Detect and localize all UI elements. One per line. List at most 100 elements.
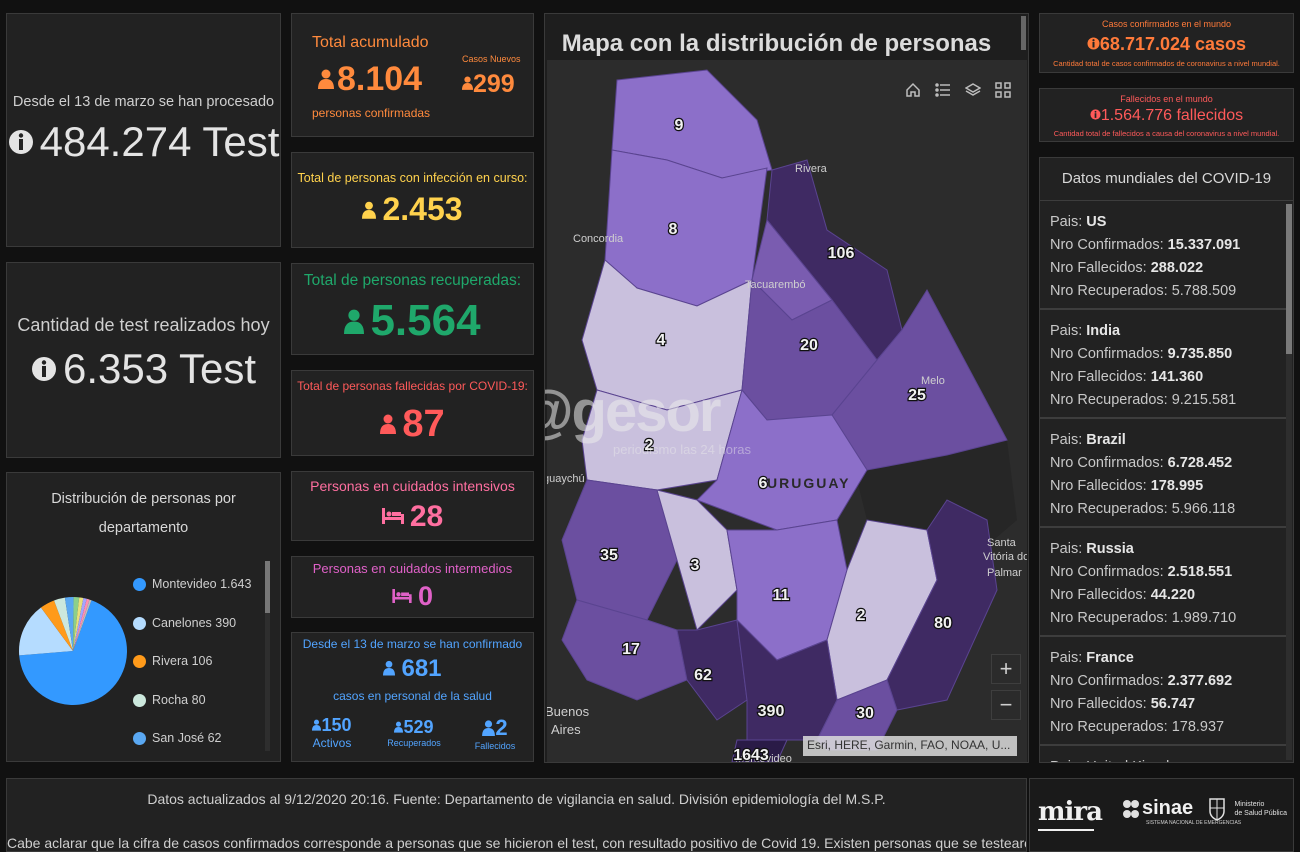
logo-msp-line2: de Salud Pública	[1234, 810, 1287, 817]
logo-sinae-text: sinae	[1142, 797, 1194, 819]
info-icon	[8, 129, 34, 155]
health-staff-title: Desde el 13 de marzo se han confirmado	[302, 637, 523, 651]
legend-item[interactable]: Montevideo 1.643	[133, 577, 252, 592]
world-country-list[interactable]: Pais: US Nro Confirmados: 15.337.091 Nro F…	[1040, 202, 1286, 762]
value-rocha: 80	[934, 615, 952, 632]
country-entry[interactable]: Pais: France Nro Confirmados: 2.377.692 Nr…	[1040, 638, 1286, 746]
country-name: Brazil	[1086, 432, 1126, 448]
pie-slice[interactable]	[73, 597, 80, 651]
person-icon	[312, 719, 322, 731]
country-entry[interactable]: Pais: India Nro Confirmados: 9.735.850 Nro…	[1040, 311, 1286, 419]
country-confirmed-row: Nro Confirmados: 9.735.850	[1050, 346, 1233, 362]
legend-value: 1.643	[220, 577, 252, 591]
pie-slice[interactable]	[73, 597, 84, 651]
accumulated-card: Total acumulado 8.104 personas confirmad…	[291, 13, 534, 137]
country-name: France	[1086, 650, 1134, 666]
city-santa-line3: Palmar	[987, 567, 1022, 579]
recovered-number: 5.564	[370, 296, 481, 345]
basemap-gallery-button[interactable]	[989, 76, 1017, 104]
pie-slice[interactable]	[19, 600, 127, 705]
new-cases-label: Casos Nuevos	[462, 54, 521, 64]
value-lavalleja: 2	[857, 607, 866, 624]
accumulated-number: 8.104	[337, 60, 423, 98]
city-melo: Melo	[921, 375, 945, 387]
legend-scrollbar[interactable]	[265, 561, 270, 751]
info-icon	[1087, 37, 1100, 50]
layers-icon	[965, 82, 981, 98]
legend-item[interactable]: Canelones 390	[133, 616, 236, 630]
home-button[interactable]	[899, 76, 927, 104]
legend-item[interactable]: Rocha 80	[133, 693, 206, 707]
health-staff-active-number: 150	[321, 715, 352, 735]
pie-slice[interactable]	[40, 600, 73, 651]
pie-slice[interactable]	[64, 597, 74, 651]
country-entry[interactable]: Pais: Brazil Nro Confirmados: 6.728.452 Nr…	[1040, 420, 1286, 528]
new-cases-number: 299	[473, 70, 515, 98]
value-maldonado: 30	[856, 705, 874, 722]
active-number: 2.453	[382, 191, 463, 227]
zoom-out-button[interactable]: −	[991, 690, 1021, 720]
legend-label: Rocha	[152, 692, 189, 707]
footer-notes: Datos actualizados al 9/12/2020 20:16. F…	[6, 778, 1027, 852]
world-deceased-subtitle: Cantidad total de fallecidos a causa del…	[1053, 129, 1280, 138]
country-confirmed: 2.518.551	[1167, 564, 1233, 580]
legend-item[interactable]: Rivera 106	[133, 654, 212, 669]
legend-label: San José	[152, 731, 205, 745]
country-deceased: 141.360	[1150, 369, 1204, 385]
active-card: Total de personas con infección en curso…	[291, 152, 534, 248]
health-staff-subtitle: casos en personal de la salud	[333, 689, 492, 703]
intermediate-title: Personas en cuidados intermedios	[312, 561, 513, 576]
world-confirmed-value: 68.717.024 casos	[1040, 34, 1293, 55]
icu-card: Personas en cuidados intensivos 28	[291, 471, 534, 541]
world-confirmed-title: Casos confirmados en el mundo	[1101, 19, 1232, 29]
world-list-scrollbar[interactable]	[1286, 204, 1292, 760]
icu-title: Personas en cuidados intensivos	[310, 478, 515, 494]
pie-slice[interactable]	[19, 607, 73, 656]
distribution-title: Distribución de personas por departament…	[7, 485, 280, 543]
logo-sinae: sinae SISTEMA NACIONAL DE EMERGENCIAS	[1120, 797, 1241, 826]
value-soriano: 35	[600, 547, 618, 564]
country-recovered-row: Nro Recuperados: 5.966.118	[1050, 501, 1236, 517]
country-confirmed: 2.377.692	[1167, 673, 1233, 689]
city-tacuarembo: Tacuarembó	[745, 279, 806, 291]
legend-label: Canelones	[152, 615, 212, 630]
country-entry[interactable]: Pais: US Nro Confirmados: 15.337.091 Nro F…	[1040, 202, 1286, 310]
legend-button[interactable]	[929, 76, 957, 104]
world-data-divider	[1040, 200, 1293, 201]
value-salto: 8	[669, 221, 678, 238]
accumulated-value: 8.104	[318, 60, 422, 99]
country-label: URUGUAY	[767, 475, 851, 491]
map-canvas[interactable]: Rivera Concordia Tacuarembó Melo guaychú…	[545, 60, 1028, 762]
city-buenos-aires-line1: Buenos	[547, 704, 590, 719]
person-icon	[394, 721, 404, 733]
tests-today-value: 6.353 Test	[7, 345, 280, 393]
value-paysandu: 4	[657, 332, 666, 349]
person-icon	[482, 720, 496, 736]
layers-button[interactable]	[959, 76, 987, 104]
value-rivera: 106	[828, 245, 855, 262]
value-sanjose: 62	[694, 667, 712, 684]
legend-item[interactable]: San José 62	[133, 731, 222, 746]
distribution-pie-chart[interactable]	[17, 585, 127, 715]
map-title-scrollbar[interactable]	[1021, 16, 1026, 50]
home-icon	[905, 82, 921, 98]
map-svg[interactable]: Rivera Concordia Tacuarembó Melo guaychú…	[545, 60, 1028, 762]
country-entry-partial[interactable]: Pais: United Kingdom	[1040, 747, 1286, 762]
pie-slice[interactable]	[54, 597, 73, 651]
pie-slice[interactable]	[73, 598, 90, 651]
recovered-card: Total de personas recuperadas: 5.564	[291, 263, 534, 355]
legend-swatch	[133, 732, 146, 746]
city-guaychu: guaychú	[547, 473, 585, 485]
intermediate-card: Personas en cuidados intermedios 0	[291, 556, 534, 618]
pie-slice[interactable]	[73, 599, 92, 651]
legend-swatch	[133, 655, 146, 669]
zoom-in-button[interactable]: +	[991, 654, 1021, 684]
city-santa-line1: Santa	[987, 537, 1017, 549]
map-attribution[interactable]: Esri, HERE, Garmin, FAO, NOAA, U...	[803, 736, 1017, 756]
deceased-number: 87	[402, 403, 445, 445]
pie-slice[interactable]	[73, 598, 87, 651]
coat-of-arms-icon	[1208, 797, 1226, 821]
health-staff-recovered-label: Recuperados	[387, 738, 441, 748]
country-entry[interactable]: Pais: Russia Nro Confirmados: 2.518.551 Nr…	[1040, 529, 1286, 637]
tests-today-card: Cantidad de test realizados hoy 6.353 Te…	[6, 262, 281, 458]
